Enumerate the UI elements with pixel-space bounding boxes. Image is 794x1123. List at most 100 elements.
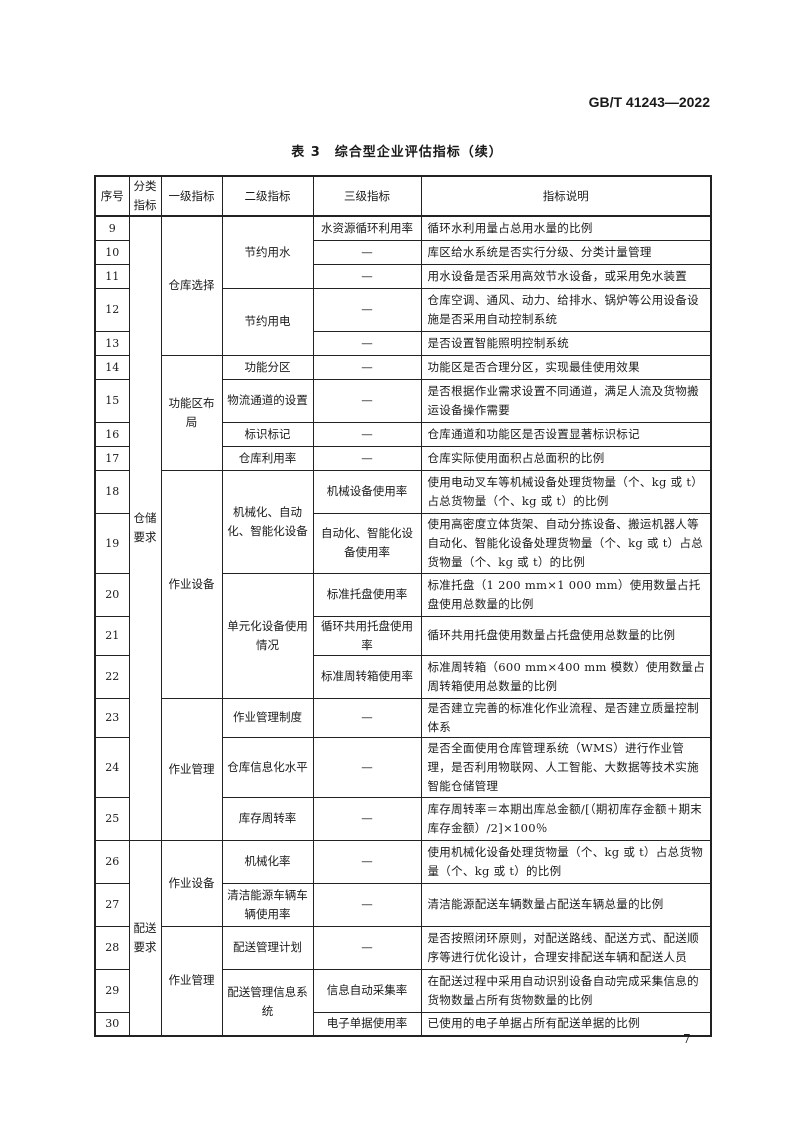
standard-number: GB/T 41243—2022: [588, 94, 710, 110]
table-row: 13 — 是否设置智能照明控制系统: [94, 330, 712, 356]
description-cell: 清洁能源配送车辆数量占配送车辆总量的比例: [420, 882, 712, 927]
table-row: 17 仓库利用率 — 仓库实际使用面积占总面积的比例: [94, 445, 712, 471]
level2-cell: 单元化设备使用情况: [221, 572, 314, 699]
description-cell: 是否全面使用仓库管理系统（WMS）进行作业管理，是否利用物联网、人工智能、大数据…: [420, 736, 712, 798]
level1-cell: 作业管理: [160, 697, 223, 841]
level1-cell: 功能区布局: [160, 354, 223, 471]
row-number: 19: [94, 512, 130, 574]
row-number: 12: [94, 287, 130, 332]
level1-cell: 作业管理: [160, 925, 223, 1037]
table-row: 10 — 库区给水系统是否实行分级、分类计量管理: [94, 239, 712, 265]
description-cell: 是否设置智能照明控制系统: [420, 330, 712, 356]
row-number: 9: [94, 215, 130, 241]
row-number: 28: [94, 925, 130, 970]
row-number: 29: [94, 968, 130, 1013]
level2-cell: 仓库利用率: [221, 445, 314, 471]
level1-cell: 作业设备: [160, 469, 223, 699]
level2-cell: 节约用电: [221, 287, 314, 356]
table-row: 9 仓储要求 仓库选择 节约用水 水资源循环利用率 循环水利用量占总用水量的比例: [94, 215, 712, 841]
level2-cell: 机械化、自动化、智能化设备: [221, 469, 314, 574]
row-number: 25: [94, 796, 130, 841]
row-number: 27: [94, 882, 130, 927]
description-cell: 使用电动叉车等机械设备处理货物量（个、kg 或 t）占总货物量（个、kg 或 t…: [420, 469, 712, 514]
description-cell: 标准托盘（1 200 mm×1 000 mm）使用数量占托盘使用总数量的比例: [420, 572, 712, 617]
table-row: 11 — 用水设备是否采用高效节水设备，或采用免水装置: [94, 263, 712, 289]
row-number: 30: [94, 1011, 130, 1037]
description-cell: 是否建立完善的标准化作业流程、是否建立质量控制体系: [420, 697, 712, 738]
table-row: 21 循环共用托盘使用率 循环共用托盘使用数量占托盘使用总数量的比例: [94, 615, 712, 656]
header-description: 指标说明: [420, 175, 712, 217]
description-cell: 是否按照闭环原则，对配送路线、配送方式、配送顺序等进行优化设计，合理安排配送车辆…: [420, 925, 712, 970]
table-row: 16 标识标记 — 仓库通道和功能区是否设置显著标识标记: [94, 421, 712, 447]
row-number: 16: [94, 421, 130, 447]
row-number: 17: [94, 445, 130, 471]
level2-cell: 配送管理计划: [221, 925, 314, 970]
row-number: 21: [94, 615, 130, 656]
row-number: 10: [94, 239, 130, 265]
level2-cell: 机械化率: [221, 839, 314, 884]
level3-cell: —: [312, 925, 422, 970]
table-row: 28 作业管理 配送管理计划 — 是否按照闭环原则，对配送路线、配送方式、配送顺…: [94, 925, 712, 1037]
description-cell: 仓库通道和功能区是否设置显著标识标记: [420, 421, 712, 447]
table-row: 12 节约用电 — 仓库空调、通风、动力、给排水、锅炉等公用设备设施是否采用自动…: [94, 287, 712, 356]
table-header-row: 序号 分类指标 一级指标 二级指标 三级指标 指标说明: [94, 175, 712, 217]
level3-cell: 机械设备使用率: [312, 469, 422, 514]
table-row: 19 自动化、智能化设备使用率 使用高密度立体货架、自动分拣设备、搬运机器人等自…: [94, 512, 712, 574]
table-row: 22 标准周转箱使用率 标准周转箱（600 mm×400 mm 模数）使用数量占…: [94, 654, 712, 699]
level3-cell: —: [312, 287, 422, 332]
table-title: 表 3 综合型企业评估指标（续）: [291, 145, 503, 160]
row-number: 18: [94, 469, 130, 514]
description-cell: 已使用的电子单据占所有配送单据的比例: [420, 1011, 712, 1037]
level2-cell: 作业管理制度: [221, 697, 314, 738]
level3-cell: —: [312, 445, 422, 471]
header-level2: 二级指标: [221, 175, 314, 217]
table-row: 23 作业管理 作业管理制度 — 是否建立完善的标准化作业流程、是否建立质量控制…: [94, 697, 712, 841]
level3-cell: —: [312, 239, 422, 265]
description-cell: 使用机械化设备处理货物量（个、kg 或 t）占总货物量（个、kg 或 t）的比例: [420, 839, 712, 884]
description-cell: 功能区是否合理分区，实现最佳使用效果: [420, 354, 712, 380]
level3-cell: 标准托盘使用率: [312, 572, 422, 617]
table-row: 24 仓库信息化水平 — 是否全面使用仓库管理系统（WMS）进行作业管理，是否利…: [94, 736, 712, 798]
header-no: 序号: [94, 175, 130, 217]
level3-cell: 电子单据使用率: [312, 1011, 422, 1037]
level3-cell: —: [312, 697, 422, 738]
category-cell: 配送要求: [128, 839, 162, 1037]
level2-cell: 物流通道的设置: [221, 378, 314, 423]
description-cell: 是否根据作业需求设置不同通道，满足人流及货物搬运设备操作需要: [420, 378, 712, 423]
category-cell: 仓储要求: [128, 215, 162, 841]
level3-cell: —: [312, 736, 422, 798]
level3-cell: —: [312, 796, 422, 841]
description-cell: 循环水利用量占总用水量的比例: [420, 215, 712, 241]
level3-cell: 水资源循环利用率: [312, 215, 422, 241]
level2-cell: 清洁能源车辆车辆使用率: [221, 882, 314, 927]
description-cell: 库区给水系统是否实行分级、分类计量管理: [420, 239, 712, 265]
table-row: 14 功能区布局 功能分区 — 功能区是否合理分区，实现最佳使用效果: [94, 354, 712, 471]
level2-cell: 库存周转率: [221, 796, 314, 841]
row-number: 26: [94, 839, 130, 884]
table-row: 15 物流通道的设置 — 是否根据作业需求设置不同通道，满足人流及货物搬运设备操…: [94, 378, 712, 423]
level2-cell: 仓库信息化水平: [221, 736, 314, 798]
level3-cell: —: [312, 839, 422, 884]
header-category: 分类指标: [128, 175, 162, 217]
level1-cell: 作业设备: [160, 839, 223, 927]
row-number: 23: [94, 697, 130, 738]
level3-cell: 标准周转箱使用率: [312, 654, 422, 699]
row-number: 14: [94, 354, 130, 380]
row-number: 11: [94, 263, 130, 289]
level3-cell: 自动化、智能化设备使用率: [312, 512, 422, 574]
level3-cell: —: [312, 354, 422, 380]
level3-cell: 循环共用托盘使用率: [312, 615, 422, 656]
description-cell: 仓库空调、通风、动力、给排水、锅炉等公用设备设施是否采用自动控制系统: [420, 287, 712, 332]
level3-cell: —: [312, 882, 422, 927]
level2-cell: 功能分区: [221, 354, 314, 380]
table-row: 29 配送管理信息系统 信息自动采集率 在配送过程中采用自动识别设备自动完成采集…: [94, 968, 712, 1037]
level2-cell: 标识标记: [221, 421, 314, 447]
row-number: 20: [94, 572, 130, 617]
row-number: 22: [94, 654, 130, 699]
row-number: 24: [94, 736, 130, 798]
level2-cell: 节约用水: [221, 215, 314, 289]
level3-cell: —: [312, 378, 422, 423]
level3-cell: —: [312, 421, 422, 447]
table-row: 27 清洁能源车辆车辆使用率 — 清洁能源配送车辆数量占配送车辆总量的比例: [94, 882, 712, 927]
level3-cell: 信息自动采集率: [312, 968, 422, 1013]
